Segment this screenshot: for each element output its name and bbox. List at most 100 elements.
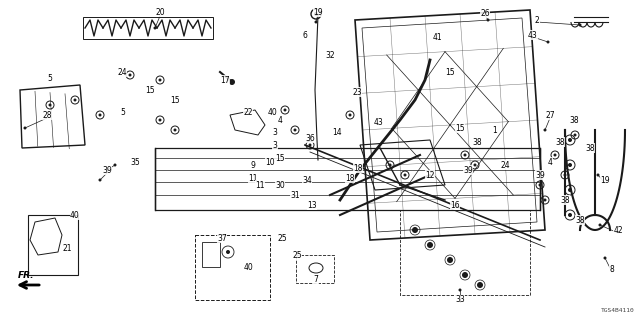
Text: 26: 26: [480, 9, 490, 18]
Bar: [202, 242, 220, 267]
Circle shape: [462, 272, 468, 278]
Circle shape: [547, 41, 550, 44]
Text: 32: 32: [325, 51, 335, 60]
Circle shape: [99, 114, 102, 116]
Text: 23: 23: [352, 87, 362, 97]
Text: 21: 21: [62, 244, 72, 252]
Text: 4: 4: [278, 116, 282, 124]
Circle shape: [573, 133, 577, 137]
Circle shape: [154, 27, 157, 29]
Bar: [28, 215, 78, 275]
Circle shape: [554, 154, 557, 156]
Text: 33: 33: [455, 295, 465, 305]
Circle shape: [458, 289, 461, 292]
Text: 38: 38: [555, 138, 565, 147]
Text: 1: 1: [493, 125, 497, 134]
Text: 10: 10: [265, 157, 275, 166]
Circle shape: [447, 257, 453, 263]
Text: 24: 24: [500, 161, 510, 170]
Circle shape: [294, 129, 296, 132]
Circle shape: [129, 74, 131, 76]
Text: 37: 37: [217, 234, 227, 243]
Circle shape: [579, 23, 582, 27]
Text: 14: 14: [332, 127, 342, 137]
Text: 18: 18: [353, 164, 363, 172]
Circle shape: [49, 103, 51, 107]
Text: FR.: FR.: [18, 271, 35, 280]
Circle shape: [74, 99, 77, 101]
Bar: [83, 17, 213, 39]
Text: 40: 40: [70, 211, 80, 220]
Text: 11: 11: [248, 173, 258, 182]
Text: 15: 15: [455, 124, 465, 132]
Text: TGS4B4110: TGS4B4110: [601, 308, 635, 313]
Text: 22: 22: [243, 108, 253, 116]
Circle shape: [543, 129, 547, 132]
Text: 5: 5: [120, 108, 125, 116]
Circle shape: [314, 12, 318, 16]
Circle shape: [563, 173, 566, 177]
Text: 3: 3: [273, 140, 277, 149]
Circle shape: [284, 108, 287, 111]
Text: 39: 39: [102, 165, 112, 174]
Text: 18: 18: [345, 173, 355, 182]
Text: 34: 34: [302, 175, 312, 185]
Text: 39: 39: [463, 165, 473, 174]
Text: 30: 30: [275, 180, 285, 189]
Text: 27: 27: [545, 110, 555, 119]
Circle shape: [427, 242, 433, 248]
Circle shape: [314, 20, 317, 23]
Circle shape: [463, 154, 467, 156]
Circle shape: [543, 198, 547, 202]
Circle shape: [159, 78, 161, 82]
Circle shape: [486, 19, 490, 21]
Text: 43: 43: [528, 30, 538, 39]
Text: 15: 15: [170, 95, 180, 105]
Text: 24: 24: [117, 68, 127, 76]
Circle shape: [159, 118, 161, 122]
Circle shape: [568, 163, 572, 167]
Circle shape: [226, 250, 230, 254]
Circle shape: [412, 227, 418, 233]
Text: 25: 25: [292, 251, 302, 260]
Text: 38: 38: [569, 116, 579, 124]
Text: 41: 41: [432, 33, 442, 42]
Text: 3: 3: [273, 127, 277, 137]
Text: 15: 15: [275, 154, 285, 163]
Circle shape: [598, 223, 602, 227]
Text: 8: 8: [610, 266, 614, 275]
Text: 31: 31: [290, 190, 300, 199]
Text: 5: 5: [47, 74, 52, 83]
Circle shape: [568, 213, 572, 217]
Circle shape: [173, 129, 177, 132]
Text: 40: 40: [243, 263, 253, 273]
Circle shape: [308, 143, 312, 147]
Text: 19: 19: [600, 175, 610, 185]
Text: 4: 4: [548, 157, 552, 166]
Circle shape: [568, 188, 572, 192]
Circle shape: [474, 164, 477, 166]
Text: 38: 38: [575, 215, 585, 225]
Text: 7: 7: [314, 276, 319, 284]
Circle shape: [477, 282, 483, 288]
Text: 38: 38: [472, 138, 482, 147]
Text: 36: 36: [305, 133, 315, 142]
Circle shape: [568, 138, 572, 142]
Text: 20: 20: [155, 7, 165, 17]
Text: 11: 11: [255, 180, 265, 189]
Bar: [195, 235, 270, 300]
Text: 35: 35: [130, 157, 140, 166]
Circle shape: [538, 183, 541, 187]
Circle shape: [403, 173, 406, 177]
Bar: [400, 210, 530, 295]
Text: 39: 39: [535, 171, 545, 180]
Text: 2: 2: [534, 15, 540, 25]
Text: 16: 16: [450, 201, 460, 210]
Text: 12: 12: [425, 171, 435, 180]
Text: 38: 38: [585, 143, 595, 153]
Text: 15: 15: [145, 85, 155, 94]
Circle shape: [349, 114, 351, 116]
Circle shape: [388, 164, 392, 166]
Text: 15: 15: [445, 68, 455, 76]
Bar: [296, 255, 334, 283]
